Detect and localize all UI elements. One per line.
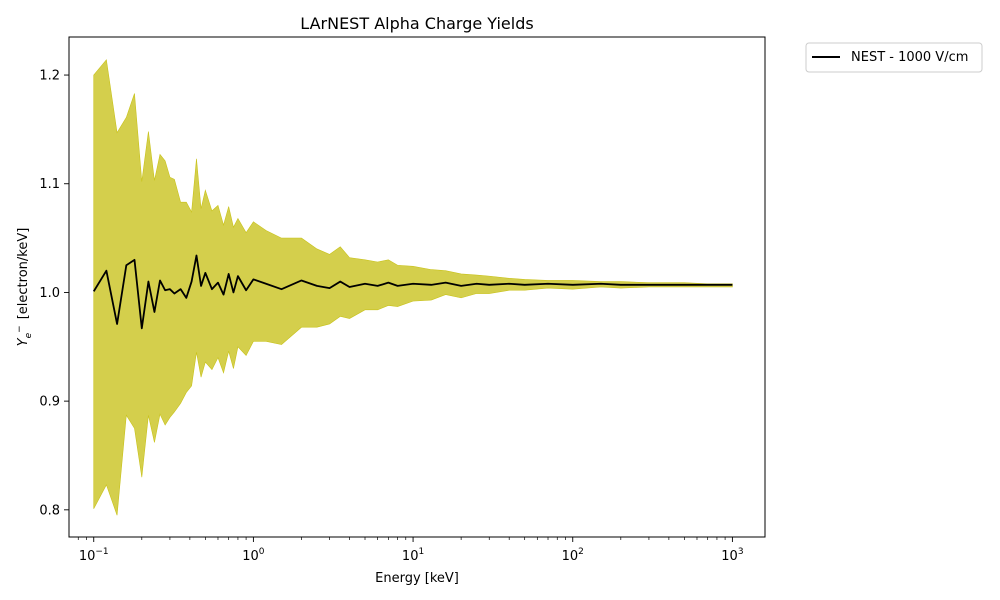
series-uncertainty-band	[93, 59, 733, 516]
y-tick-label: 1.0	[39, 286, 60, 301]
legend-box	[805, 42, 983, 73]
y-tick-label: 1.1	[39, 177, 60, 192]
x-tick-label: 103	[721, 547, 743, 564]
legend: NEST - 1000 V/cm	[805, 42, 983, 73]
x-axis: 10−1 100 101 102 103	[77, 537, 744, 564]
legend-label: NEST - 1000 V/cm	[851, 50, 968, 65]
y-axis-title-units: [electron/keV]	[16, 228, 31, 320]
y-tick-label: 0.9	[39, 395, 60, 410]
y-tick-label: 1.2	[39, 69, 60, 84]
y-axis-title-superscript: −	[15, 325, 25, 333]
x-tick-label: 101	[402, 547, 424, 564]
x-axis-title: Energy [keV]	[375, 571, 459, 586]
y-axis-title: Ye− [electron/keV]	[15, 228, 34, 347]
series-line	[92, 254, 733, 330]
x-tick-label: 100	[242, 547, 265, 564]
x-tick-label: 102	[562, 547, 584, 564]
x-tick-label: 10−1	[79, 547, 109, 564]
y-axis-title-subscript: e	[24, 332, 34, 338]
chart-title: LArNEST Alpha Charge Yields	[300, 14, 533, 33]
plot-area	[92, 59, 733, 516]
y-tick-label: 0.8	[39, 503, 60, 518]
plot-frame	[68, 36, 766, 538]
y-axis-title-symbol: Y	[16, 337, 31, 346]
y-axis: 0.8 0.9 1.0 1.1 1.2	[39, 69, 69, 518]
